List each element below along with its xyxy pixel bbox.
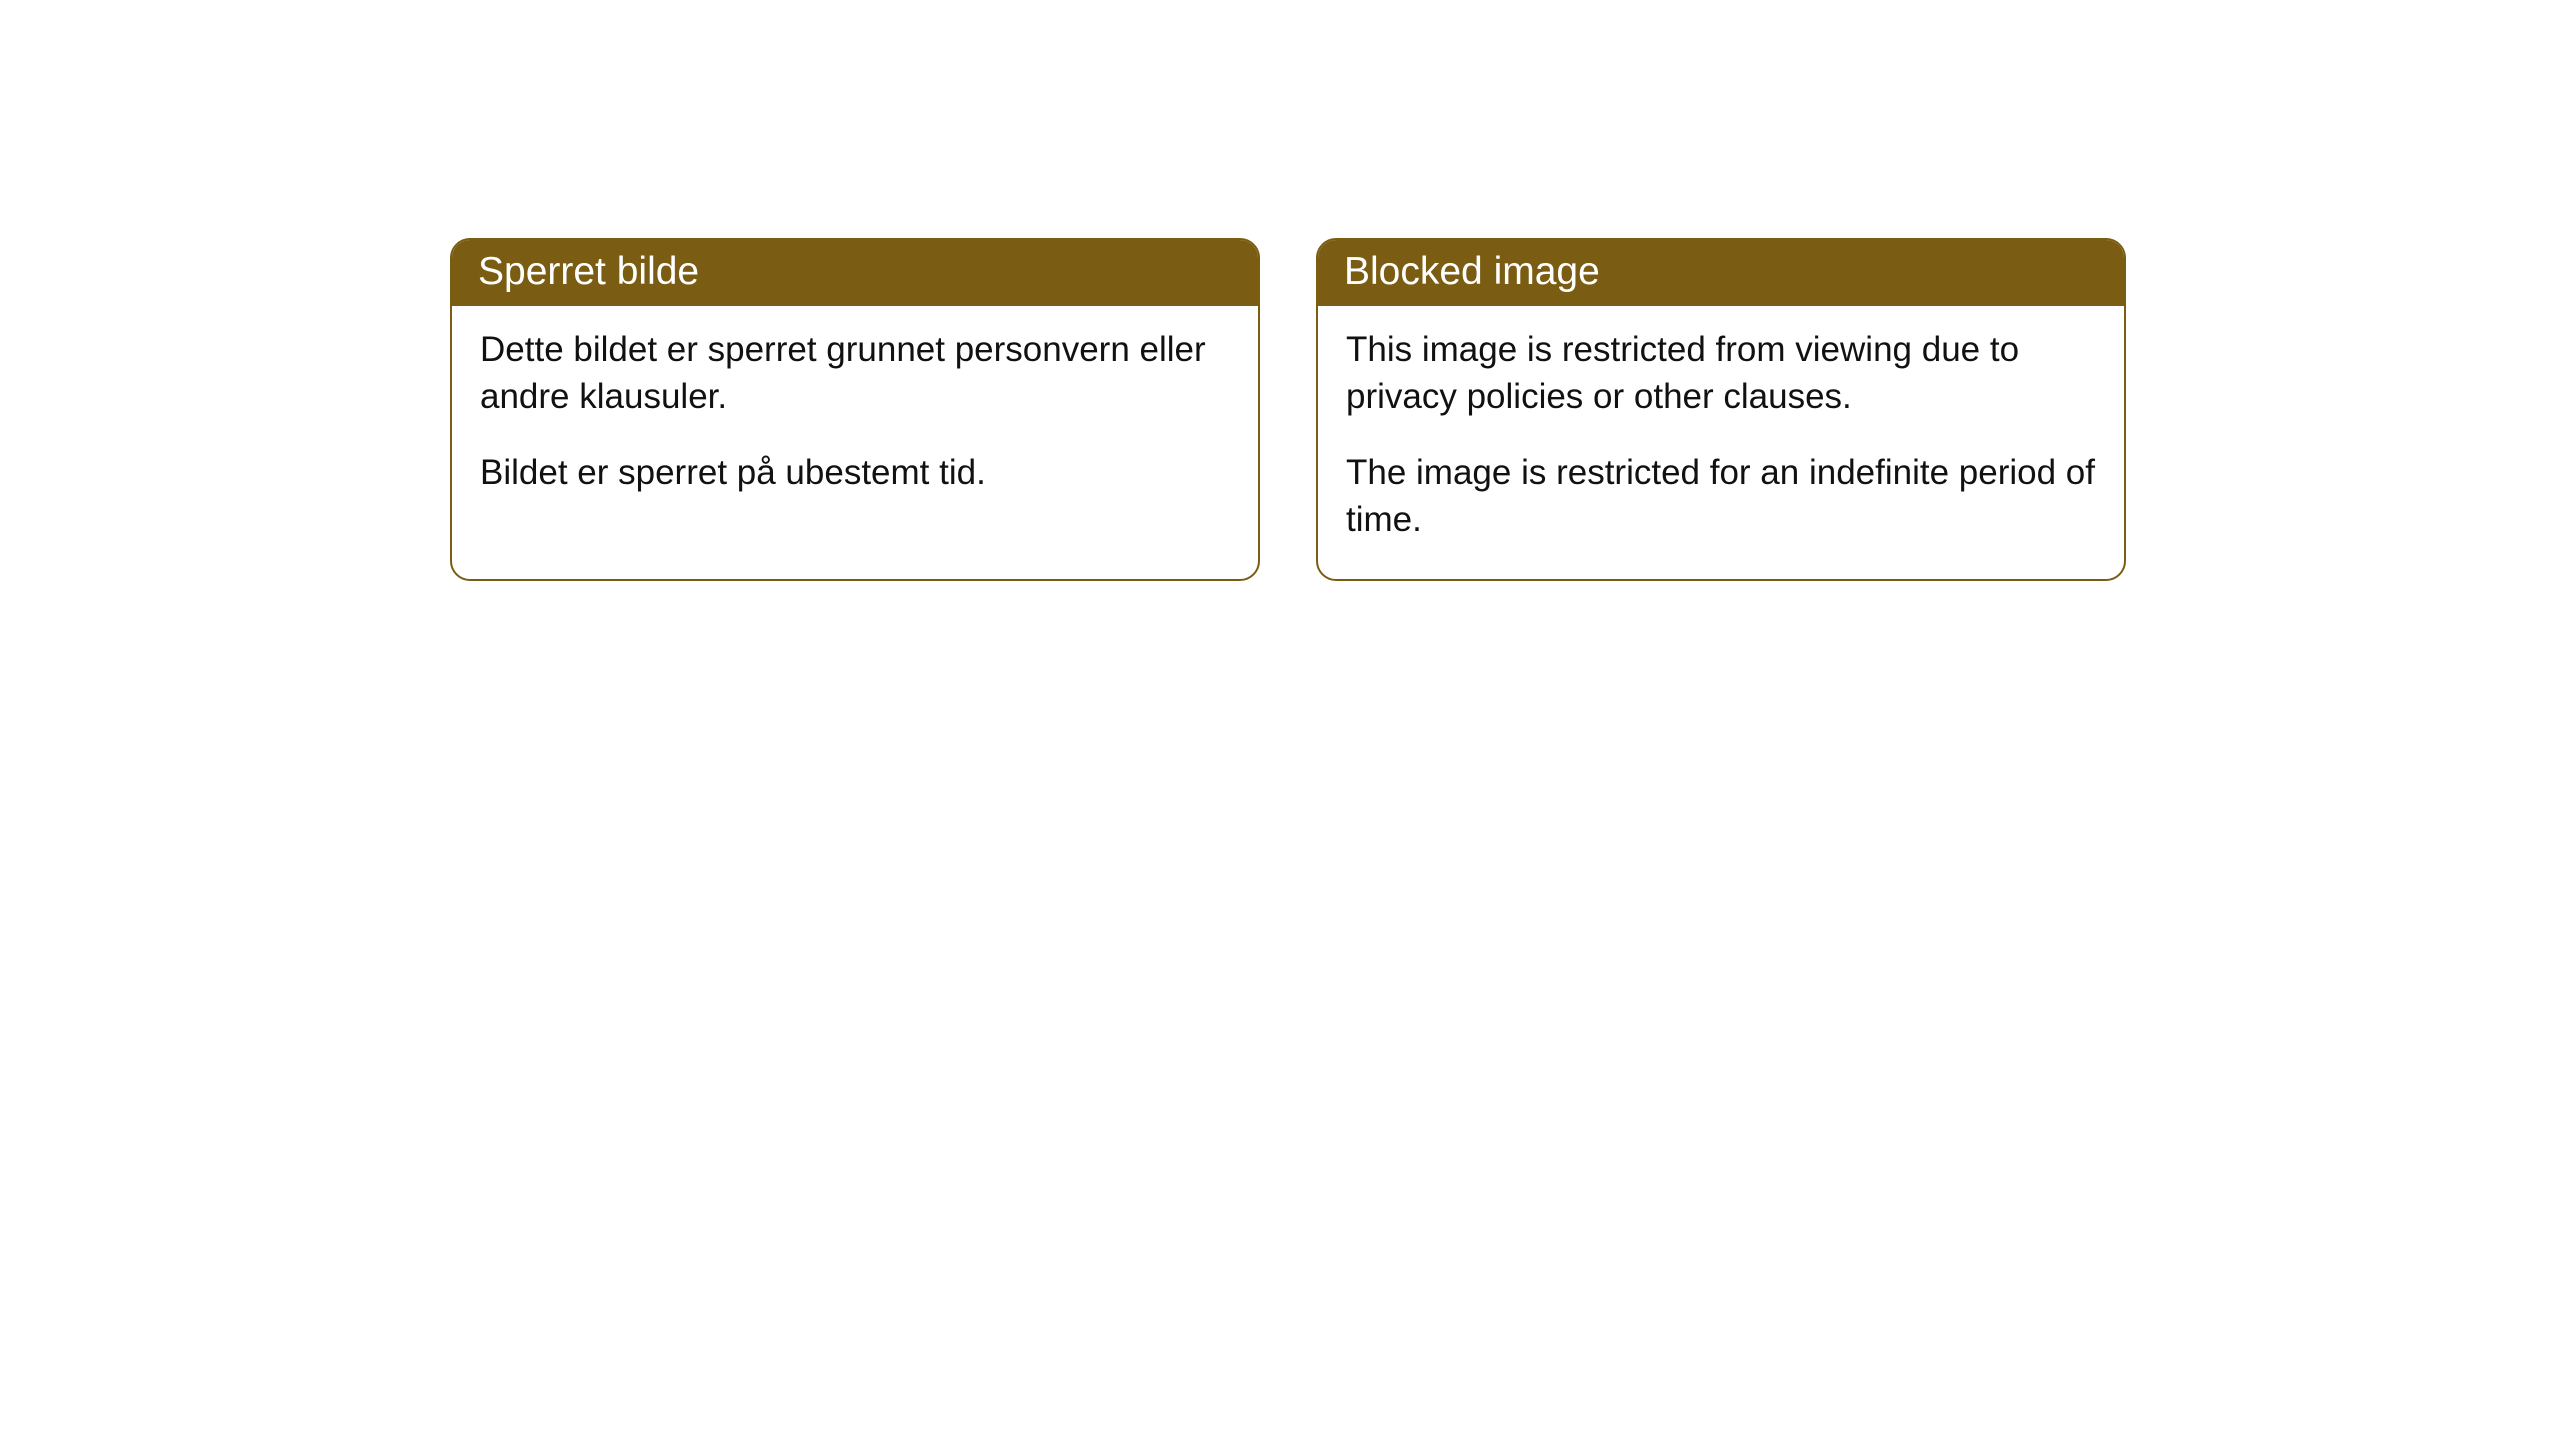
card-paragraph: Dette bildet er sperret grunnet personve… xyxy=(480,326,1230,421)
card-paragraph: The image is restricted for an indefinit… xyxy=(1346,449,2096,544)
blocked-image-card-norwegian: Sperret bilde Dette bildet er sperret gr… xyxy=(450,238,1260,581)
card-paragraph: Bildet er sperret på ubestemt tid. xyxy=(480,449,1230,496)
blocked-image-card-english: Blocked image This image is restricted f… xyxy=(1316,238,2126,581)
card-paragraph: This image is restricted from viewing du… xyxy=(1346,326,2096,421)
card-body: This image is restricted from viewing du… xyxy=(1318,306,2124,579)
blocked-image-notice-container: Sperret bilde Dette bildet er sperret gr… xyxy=(450,238,2126,581)
card-title: Blocked image xyxy=(1318,240,2124,306)
card-body: Dette bildet er sperret grunnet personve… xyxy=(452,306,1258,532)
card-title: Sperret bilde xyxy=(452,240,1258,306)
